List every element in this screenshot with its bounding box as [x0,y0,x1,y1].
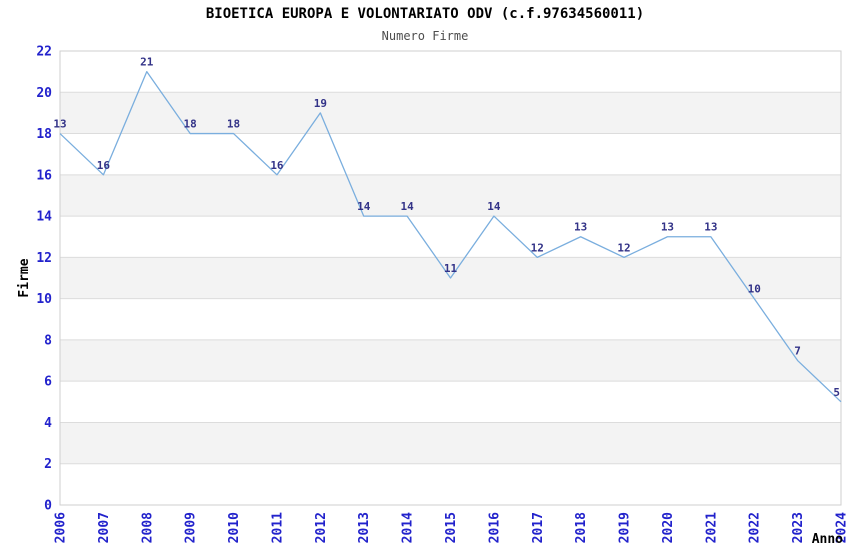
plot-border [59,50,842,506]
y-tick-label: 6 [44,375,52,390]
data-line [59,70,842,403]
point-label: 13 [53,118,66,131]
x-tick-label: 2016 [487,512,502,543]
point-label: 14 [357,200,371,213]
point-label: 18 [227,118,240,131]
x-tick-label: 2020 [661,512,676,543]
plot-band [60,174,841,217]
y-tick-label: 22 [36,45,52,60]
y-tick-label: 4 [44,416,52,431]
x-tick-label: 2023 [791,512,806,543]
point-label: 13 [574,221,587,234]
x-tick-label: 2006 [54,512,69,543]
chart-title: BIOETICA EUROPA E VOLONTARIATO ODV (c.f.… [205,6,645,22]
x-tick-label: 2019 [618,512,633,543]
x-tick-label: 2015 [444,512,459,543]
x-axis-label: Anno [812,532,843,547]
point-label: 13 [704,221,717,234]
point-label: 7 [794,345,801,358]
point-label: 19 [314,97,327,110]
y-tick-label: 12 [36,251,52,266]
x-tick-label: 2012 [314,512,329,543]
x-tick-label: 2018 [574,512,589,543]
x-tick-label: 2017 [531,512,546,543]
plot-band [60,92,841,134]
x-tick-label: 2014 [401,512,416,543]
x-tick-label: 2022 [748,512,763,543]
y-tick-label: 10 [36,292,52,307]
point-label: 16 [97,159,111,172]
plot-band [60,422,841,464]
x-tick-label: 2021 [704,512,719,543]
y-tick-label: 16 [36,168,52,183]
x-tick-label: 2011 [270,512,285,543]
point-label: 11 [444,262,458,275]
point-label: 12 [531,241,544,254]
y-tick-label: 20 [36,86,52,101]
point-label: 13 [661,221,674,234]
x-tick-label: 2007 [97,512,112,543]
point-label: 12 [617,241,630,254]
point-label: 18 [184,118,197,131]
point-label: 21 [140,56,154,69]
chart-subtitle: Numero Firme [381,29,469,43]
point-label: 14 [400,200,414,213]
y-axis-label: Firme [17,258,32,297]
point-label: 14 [487,200,501,213]
x-tick-label: 2013 [357,512,372,543]
y-tick-label: 8 [44,333,52,348]
x-tick-label: 2008 [140,512,155,543]
y-tick-label: 0 [44,499,52,514]
x-tick-label: 2009 [184,512,199,543]
plot-band [60,339,841,382]
point-label: 10 [748,283,761,296]
x-tick-label: 2010 [227,512,242,543]
y-tick-label: 18 [36,127,52,142]
point-label: 5 [833,386,840,399]
x-tick-label: 2024 [835,512,850,543]
y-tick-label: 14 [36,210,52,225]
point-label: 16 [270,159,284,172]
y-tick-label: 2 [44,457,52,472]
